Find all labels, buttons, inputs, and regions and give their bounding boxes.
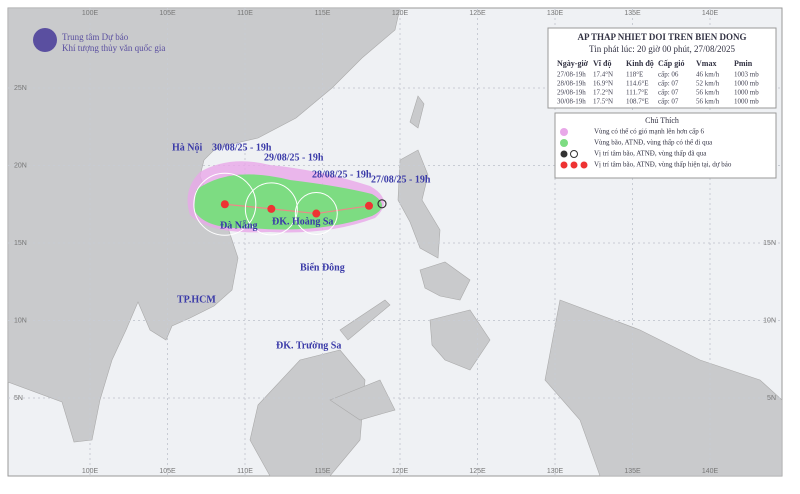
table-cell: 52 km/h [696,80,720,88]
lon-label: 105E [159,10,176,17]
place: Hà Nội [172,142,203,153]
table-cell: cấp: 07 [658,80,679,88]
table-cell: 114.6°E [626,80,649,88]
table-header: Pmin [734,59,753,68]
table-header: Vmax [696,59,716,68]
lat-label: 10N [763,317,776,324]
place: ĐK. Trường Sa [276,340,341,351]
legend-item: Vùng có thể có gió mạnh lên hơn cấp 6 [594,128,705,136]
lat-label: 5N [14,395,23,402]
storm-center [312,209,321,218]
table-cell: 17.4°N [593,71,613,79]
table-cell: 56 km/h [696,89,720,97]
storm-cone [194,174,382,230]
lon-label: 100E [82,468,99,475]
legend-item: Vùng bão, ATNĐ, vùng thấp có thể đi qua [594,139,713,147]
table-cell: cấp: 06 [658,71,679,79]
lon-label: 140E [702,10,719,17]
lon-label: 115E [315,10,331,17]
lon-label: 110E [237,10,253,17]
lon-label: 125E [469,468,486,475]
info-box: AP THAP NHIET DOI TREN BIEN DONG Tin phá… [547,27,777,109]
table-cell: 29/08-19h [557,89,586,97]
lon-label: 130E [547,10,564,17]
lon-label: 115E [315,468,331,475]
table-header: Kinh độ [626,59,654,68]
legend-title: Chú Thích [645,116,679,125]
table-cell: 16.9°N [593,80,613,88]
storm-center [220,200,229,209]
org: Trung tâm Dự báo [62,32,129,42]
past-center [377,199,387,209]
lon-label: 140E [702,468,719,475]
lon-label: 135E [624,10,641,17]
table-cell: 111.7°E [626,89,648,97]
table-cell: cấp: 07 [658,89,679,97]
table-cell: 46 km/h [696,71,720,79]
wind-radius [244,182,298,236]
legend: Chú Thích Vùng có thể có gió mạnh lên hơ… [554,112,777,179]
track-label: 28/08/25 - 19h [312,169,372,180]
place: ĐK. Hoàng Sa [272,216,333,227]
table-header: Vĩ độ [593,59,611,68]
place: Đà Nẵng [220,220,258,231]
table-cell: 28/08-19h [557,80,586,88]
table-cell: 1000 mb [734,89,759,97]
place: TP.HCM [177,294,216,305]
table-cell: 1003 mb [734,71,759,79]
table-cell: 56 km/h [696,98,720,106]
storm-center [267,204,276,213]
lat-label: 15N [14,240,27,247]
lon-label: 125E [469,10,486,17]
wind-radius [193,172,257,236]
track-line [224,203,370,215]
table-cell: 30/08-19h [557,98,586,106]
table-cell: cấp: 07 [658,98,679,106]
logo: Trung tâm Dự báo Khí tượng thủy văn quốc… [33,28,165,53]
wind-radius [294,192,338,236]
lon-label: 110E [237,468,253,475]
table-cell: 1000 mb [734,80,759,88]
lon-label: 120E [392,468,409,475]
legend-item: Vị trí tâm bão, ATNĐ, vùng thấp đã qua [594,150,707,158]
track-label: 29/08/25 - 19h [264,152,324,163]
table-cell: 108.7°E [626,98,649,106]
lon-label: 120E [392,10,409,17]
lon-label: 105E [159,468,176,475]
table-cell: 17.5°N [593,98,613,106]
info-title: AP THAP NHIET DOI TREN BIEN DONG [577,32,746,42]
land [7,7,783,477]
table-cell: 17.2°N [593,89,613,97]
place: Biển Đông [300,262,345,273]
info-subtitle: Tin phát lúc: 20 giờ 00 phút, 27/08/2025 [589,44,735,54]
table-cell: 1000 mb [734,98,759,106]
lat-label: 15N [763,240,776,247]
track-label: 30/08/25 - 19h [212,142,272,153]
table-cell: 27/08-19h [557,71,586,79]
table-header: Cấp gió [658,59,684,68]
lat-label: 20N [14,162,27,169]
lon-label: 135E [624,468,641,475]
lon-label: 100E [82,10,99,17]
legend-item: Vị trí tâm bão, ATNĐ, vùng thấp hiện tại… [594,161,732,169]
table-header: Ngày-giờ [557,59,589,68]
lat-label: 10N [14,317,27,324]
track-label: 27/08/25 - 19h [371,174,431,185]
org: Khí tượng thủy văn quốc gia [62,43,165,53]
lon-label: 130E [547,468,564,475]
storm-center [365,201,373,210]
table-cell: 118°E [626,71,643,79]
lat-label: 5N [767,395,776,402]
lat-label: 25N [14,85,27,92]
